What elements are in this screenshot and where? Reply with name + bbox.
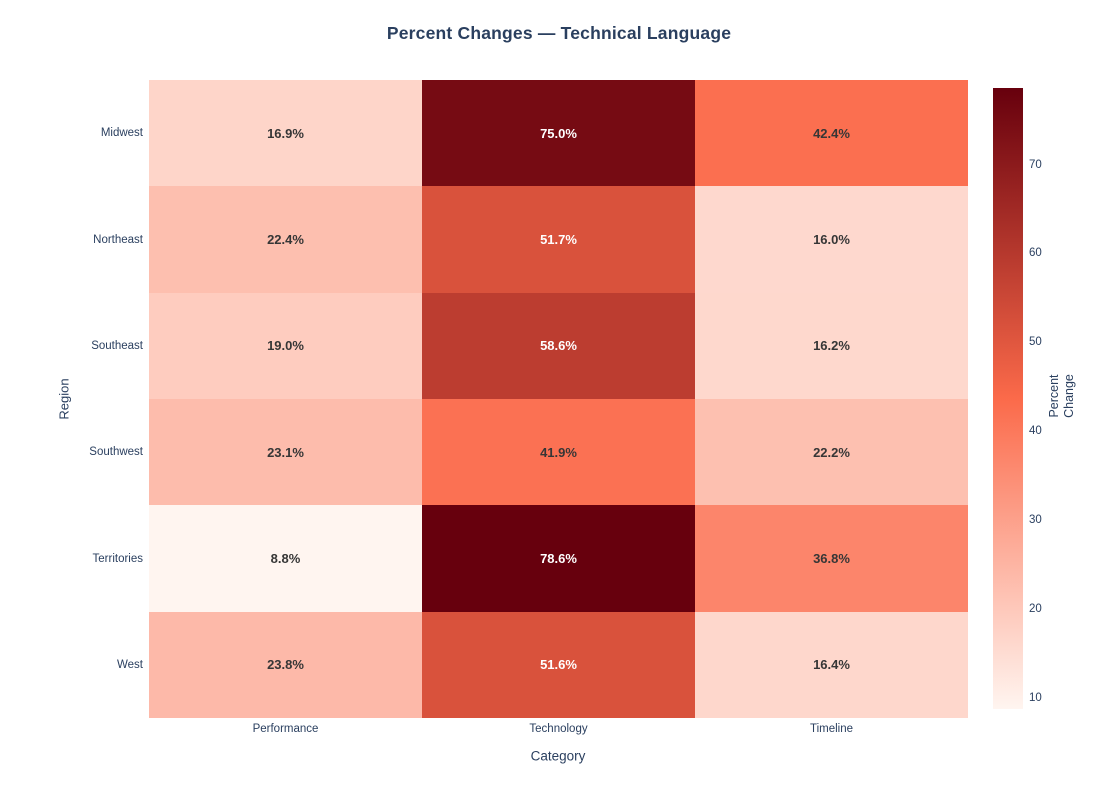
heatmap-cell-value: 16.4% bbox=[813, 657, 850, 673]
heatmap-cell-west-timeline: 16.4% bbox=[695, 611, 968, 718]
heatmap-cell-value: 23.8% bbox=[267, 657, 304, 673]
heatmap-cell-southwest-technology: 41.9% bbox=[422, 399, 695, 506]
heatmap-cell-value: 16.9% bbox=[267, 125, 304, 141]
y-tick-northeast: Northeast bbox=[93, 233, 143, 246]
heatmap-cell-west-technology: 51.6% bbox=[422, 611, 695, 718]
heatmap-cell-territories-performance: 8.8% bbox=[149, 505, 422, 612]
colorbar-tick-70: 70 bbox=[1029, 158, 1042, 171]
colorbar-title-line-1: Percent bbox=[1047, 374, 1061, 418]
heatmap-cell-west-performance: 23.8% bbox=[149, 611, 422, 718]
y-tick-southeast: Southeast bbox=[91, 339, 143, 352]
heatmap-cell-value: 8.8% bbox=[270, 550, 301, 566]
heatmap-cell-value: 22.2% bbox=[813, 444, 850, 460]
heatmap-cell-value: 78.6% bbox=[540, 550, 577, 566]
heatmap-cell-value: 58.6% bbox=[540, 338, 577, 354]
heatmap-cell-value: 75.0% bbox=[540, 125, 577, 141]
heatmap-cell-value: 23.1% bbox=[267, 444, 304, 460]
colorbar-tick-30: 30 bbox=[1029, 514, 1042, 527]
y-tick-southwest: Southwest bbox=[89, 446, 143, 459]
heatmap-cell-southeast-technology: 58.6% bbox=[422, 292, 695, 399]
colorbar-tick-60: 60 bbox=[1029, 247, 1042, 260]
heatmap-cell-southwest-performance: 23.1% bbox=[149, 399, 422, 506]
heatmap-cell-northeast-technology: 51.7% bbox=[422, 186, 695, 293]
colorbar-tick-50: 50 bbox=[1029, 336, 1042, 349]
x-tick-timeline: Timeline bbox=[809, 723, 854, 735]
heatmap-cell-territories-technology: 78.6% bbox=[422, 505, 695, 612]
y-tick-territories: Territories bbox=[92, 552, 143, 565]
y-axis-title: Region bbox=[56, 378, 72, 420]
colorbar-tick-10: 10 bbox=[1029, 692, 1042, 705]
y-tick-midwest: Midwest bbox=[100, 127, 143, 140]
heatmap-cell-value: 42.4% bbox=[813, 125, 850, 141]
heatmap-cell-value: 16.0% bbox=[813, 231, 850, 247]
heatmap-cell-southeast-timeline: 16.2% bbox=[695, 292, 968, 399]
chart-title: Percent Changes — Technical Language bbox=[386, 23, 732, 43]
colorbar-tick-20: 20 bbox=[1029, 603, 1042, 616]
heatmap-cell-midwest-performance: 16.9% bbox=[149, 80, 422, 187]
y-tick-west: West bbox=[117, 658, 143, 671]
heatmap-cell-northeast-timeline: 16.0% bbox=[695, 186, 968, 293]
heatmap-grid: 16.9% 75.0% 42.4% 22.4% 51.7% 16.0% 19.0% 58.6%… bbox=[149, 80, 968, 718]
colorbar-gradient bbox=[993, 88, 1023, 709]
colorbar-title: Percent Change bbox=[1047, 374, 1077, 418]
heatmap-cell-value: 41.9% bbox=[540, 444, 577, 460]
x-tick-technology: Technology bbox=[529, 723, 588, 735]
heatmap-cell-value: 51.6% bbox=[540, 657, 577, 673]
heatmap-cell-northeast-performance: 22.4% bbox=[149, 186, 422, 293]
heatmap-cell-southeast-performance: 19.0% bbox=[149, 292, 422, 399]
colorbar-title-line-2: Change bbox=[1062, 374, 1076, 418]
heatmap-cell-midwest-technology: 75.0% bbox=[422, 80, 695, 187]
heatmap-cell-value: 36.8% bbox=[813, 550, 850, 566]
x-axis-title: Category bbox=[530, 748, 586, 764]
x-tick-performance: Performance bbox=[252, 723, 319, 735]
colorbar-tick-40: 40 bbox=[1029, 425, 1042, 438]
heatmap-cell-value: 16.2% bbox=[813, 338, 850, 354]
heatmap-cell-territories-timeline: 36.8% bbox=[695, 505, 968, 612]
heatmap-cell-midwest-timeline: 42.4% bbox=[695, 80, 968, 187]
heatmap-cell-value: 51.7% bbox=[540, 231, 577, 247]
heatmap-cell-value: 22.4% bbox=[267, 231, 304, 247]
heatmap-cell-value: 19.0% bbox=[267, 338, 304, 354]
heatmap-cell-southwest-timeline: 22.2% bbox=[695, 399, 968, 506]
